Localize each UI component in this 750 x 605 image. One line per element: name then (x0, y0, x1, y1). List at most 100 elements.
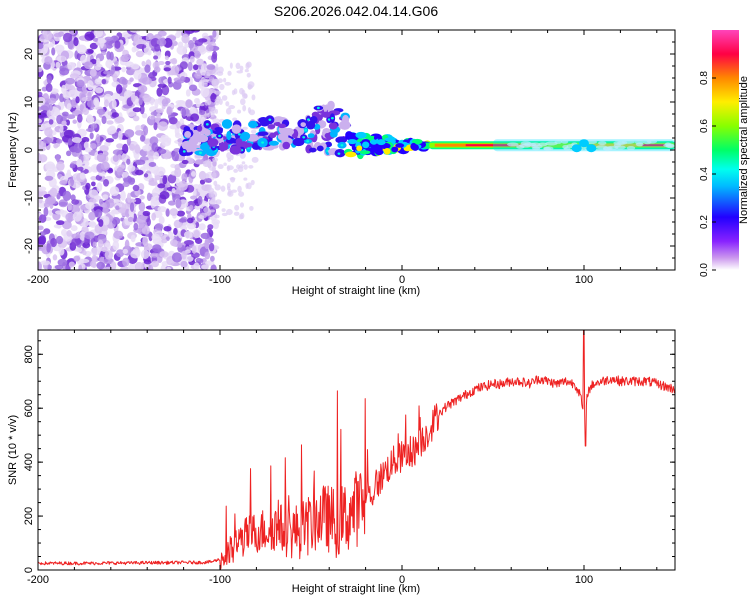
noise-blob (215, 199, 222, 205)
carrier-speckle (626, 146, 636, 151)
signal-blob (277, 132, 289, 141)
noise-blob (38, 66, 43, 73)
noise-blob (232, 117, 238, 122)
noise-blob (123, 54, 132, 60)
noise-blob (49, 187, 58, 198)
noise-blob (204, 260, 215, 266)
signal-blob (322, 128, 331, 134)
noise-blob (67, 39, 74, 50)
noise-blob (187, 39, 195, 49)
noise-blob (193, 262, 200, 270)
noise-blob (218, 98, 223, 105)
noise-blob (198, 223, 206, 231)
noise-blob (71, 199, 80, 205)
noise-blob (66, 103, 72, 111)
carrier-band-peak (465, 144, 512, 147)
noise-blob (171, 57, 178, 65)
noise-blob (85, 182, 91, 190)
noise-blob (122, 257, 130, 267)
signal-blob (188, 137, 199, 146)
noise-blob (242, 104, 247, 112)
noise-blob (154, 223, 164, 231)
noise-blob (59, 124, 64, 133)
snr-ytick-label: 200 (23, 507, 35, 525)
noise-blob (92, 241, 97, 248)
snr-xlabel: Height of straight line (km) (292, 583, 420, 595)
noise-blob (169, 124, 179, 130)
snr-ytick-label: 600 (23, 399, 35, 417)
signal-blob (278, 123, 287, 129)
noise-blob (78, 264, 83, 270)
noise-blob (221, 95, 228, 101)
signal-blob (268, 140, 279, 146)
noise-blob (208, 165, 216, 171)
noise-blob (128, 111, 137, 116)
noise-blob (247, 107, 252, 114)
noise-blob (121, 66, 127, 73)
noise-blob (58, 199, 69, 208)
noise-blob (200, 232, 210, 240)
noise-blob (127, 165, 136, 172)
noise-blob (227, 191, 234, 197)
noise-blob (210, 264, 217, 270)
noise-blob (176, 45, 187, 55)
noise-blob (105, 59, 113, 69)
noise-blob (187, 217, 194, 224)
noise-blob (93, 30, 104, 38)
noise-blob (71, 203, 81, 214)
noise-blob (104, 36, 113, 41)
carrier-band-core (593, 143, 666, 147)
signal-blob (325, 141, 332, 148)
noise-blob (166, 266, 172, 270)
noise-blob (94, 64, 102, 71)
signal-blob (412, 138, 423, 145)
noise-blob (211, 107, 216, 114)
noise-blob (149, 252, 160, 258)
noise-blob (154, 98, 159, 109)
snr-ytick-label: 400 (23, 453, 35, 471)
noise-blob (167, 76, 172, 85)
noise-blob (127, 263, 135, 270)
noise-blob (241, 161, 246, 165)
signal-blob (207, 138, 219, 147)
noise-blob (122, 248, 129, 255)
carrier-speckle (561, 139, 569, 144)
noise-blob (96, 57, 101, 67)
noise-blob (38, 42, 44, 50)
noise-blob (200, 77, 206, 83)
noise-blob (105, 138, 115, 143)
noise-blob (203, 206, 211, 214)
noise-blob (72, 211, 82, 222)
spectrogram-ytick-label: 0 (23, 147, 35, 153)
noise-blob (209, 209, 216, 213)
signal-blob (384, 137, 395, 142)
noise-blob (142, 210, 151, 217)
spectrogram-ytick-label: 20 (23, 48, 35, 60)
noise-blob (189, 55, 195, 63)
noise-blob (102, 194, 109, 201)
signal-blob-core (316, 106, 320, 110)
noise-blob (84, 231, 95, 240)
noise-blob (81, 136, 90, 143)
signal-blob-core (306, 140, 310, 143)
noise-blob (245, 183, 249, 190)
noise-blob (38, 235, 46, 246)
noise-blob (92, 37, 99, 42)
noise-blob (112, 154, 119, 163)
noise-blob (179, 61, 188, 70)
noise-blob (58, 31, 64, 37)
signal-blob-core (340, 144, 344, 147)
signal-blob (308, 147, 317, 153)
noise-blob (121, 171, 129, 178)
noise-blob (219, 83, 225, 91)
noise-blob (90, 123, 98, 129)
noise-blob (176, 30, 181, 36)
carrier-speckle (643, 140, 652, 145)
noise-blob (142, 125, 149, 136)
noise-blob (211, 53, 218, 63)
signal-blob-core (205, 123, 209, 126)
noise-blob (40, 260, 51, 266)
noise-blob (44, 56, 53, 65)
noise-blob (88, 189, 99, 199)
